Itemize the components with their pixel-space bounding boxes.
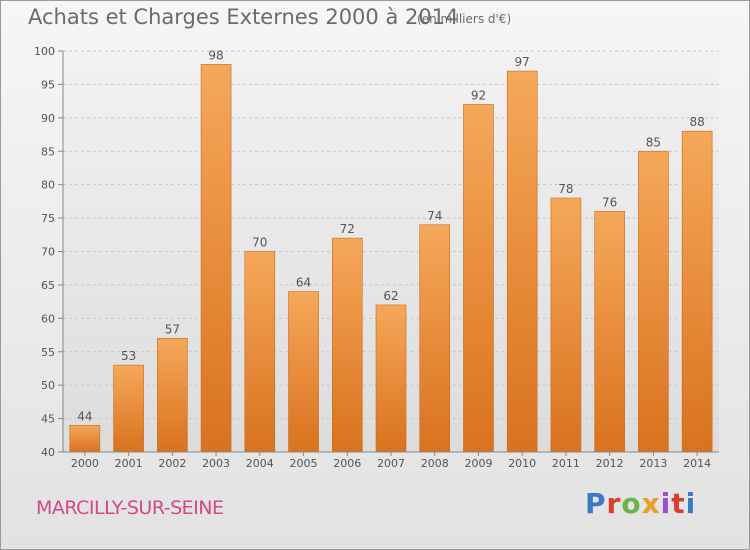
bar-value-label: 70 (252, 236, 267, 250)
x-tick-label: 2002 (158, 457, 186, 470)
x-tick-label: 2014 (683, 457, 711, 470)
bar (594, 211, 625, 453)
bar-value-label: 92 (471, 88, 486, 102)
x-tick-label: 2010 (508, 457, 536, 470)
x-tick-label: 2011 (552, 457, 580, 470)
x-tick-label: 2000 (71, 457, 99, 470)
bar (419, 224, 451, 453)
bar (113, 364, 144, 453)
chart-unit: (en milliers d'€) (417, 12, 512, 26)
bar-value-label: 62 (383, 289, 398, 303)
x-tick-label: 2012 (596, 457, 624, 470)
bar-value-label: 97 (515, 55, 530, 69)
y-tick-label: 100 (34, 45, 55, 58)
bar (200, 64, 232, 453)
commune-name: MARCILLY-SUR-SEINE (36, 497, 224, 519)
bar-value-label: 64 (296, 276, 311, 290)
bar (375, 304, 407, 453)
y-tick-label: 85 (41, 145, 55, 158)
bar-value-label: 85 (646, 135, 661, 149)
bar (157, 338, 188, 453)
x-tick-label: 2007 (377, 457, 405, 470)
y-tick-label: 60 (41, 312, 55, 325)
y-tick-label: 80 (41, 179, 55, 192)
x-tick-label: 2004 (246, 457, 274, 470)
x-tick-label: 2006 (333, 457, 361, 470)
bar-value-label: 78 (558, 182, 573, 196)
bar-value-label: 98 (208, 48, 223, 62)
logo-letter: o (621, 487, 642, 520)
x-tick-label: 2013 (639, 457, 667, 470)
x-tick-label: 2009 (464, 457, 492, 470)
logo-letter: P (585, 487, 607, 520)
y-tick-label: 45 (41, 413, 55, 426)
bar (550, 197, 582, 453)
y-tick-label: 55 (41, 346, 55, 359)
x-tick-label: 2001 (115, 457, 143, 470)
y-tick-label: 90 (41, 112, 55, 125)
x-tick-label: 2008 (421, 457, 449, 470)
bar-value-label: 72 (340, 222, 355, 236)
bar (506, 70, 538, 453)
proxiti-logo[interactable]: Proxiti (585, 487, 696, 520)
y-tick-label: 75 (41, 212, 55, 225)
bar-value-label: 44 (77, 409, 92, 423)
logo-letter: r (606, 487, 622, 520)
logo-letter: i (685, 487, 697, 520)
bar-value-label: 76 (602, 195, 617, 209)
bar (244, 251, 276, 453)
bar (638, 150, 669, 453)
bar-value-label: 88 (689, 115, 704, 129)
bar (463, 104, 494, 453)
bar (331, 237, 363, 453)
bar-value-label: 53 (121, 349, 136, 363)
bar (288, 291, 319, 453)
logo-letter: x (641, 487, 661, 520)
bar-value-label: 74 (427, 209, 442, 223)
y-tick-label: 65 (41, 279, 55, 292)
x-tick-label: 2005 (290, 457, 318, 470)
y-tick-label: 70 (41, 246, 55, 259)
chart-title: Achats et Charges Externes 2000 à 2014 (28, 5, 459, 29)
y-tick-label: 40 (41, 446, 55, 459)
bar (681, 130, 713, 453)
y-tick-label: 95 (41, 78, 55, 91)
bars-layer: 44 53 57 98 70 64 72 62 74 92 97 78 76 85 88 (69, 48, 713, 453)
bar-value-label: 57 (165, 322, 180, 336)
x-tick-label: 2003 (202, 457, 230, 470)
logo-letter: i (660, 487, 672, 520)
axis-layer: 40 45 50 55 60 65 70 75 80 85 90 95 100 2000 2001 2002 2… (34, 45, 719, 470)
y-tick-label: 50 (41, 379, 55, 392)
logo-letter: t (671, 487, 686, 520)
bar (69, 424, 101, 453)
